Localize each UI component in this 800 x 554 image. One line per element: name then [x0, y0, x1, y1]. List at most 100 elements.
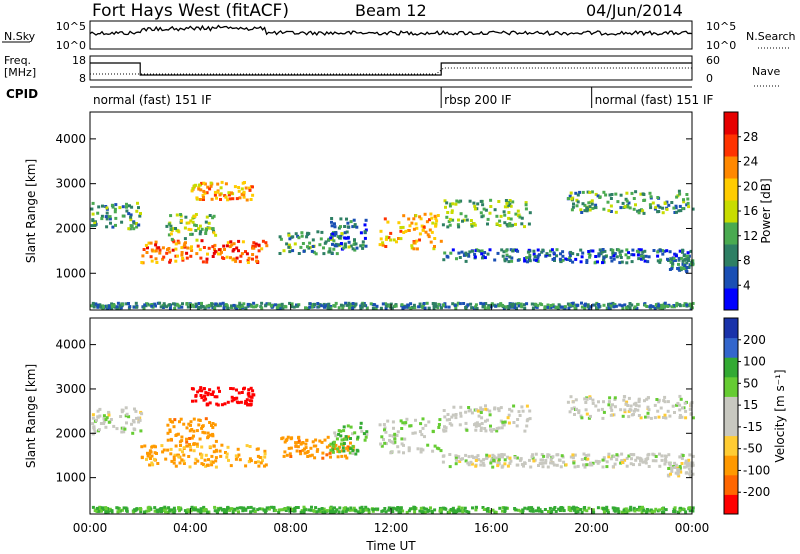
echo-cell [228, 508, 232, 512]
echo-cell [484, 404, 487, 408]
echo-cell [149, 241, 153, 245]
echo-cell [687, 506, 691, 510]
echo-cell [140, 456, 144, 460]
colorbar-band [724, 474, 738, 495]
echo-cell [205, 228, 208, 231]
echo-cell [607, 306, 611, 310]
echo-cell [194, 394, 198, 397]
echo-cell [553, 256, 556, 260]
echo-cell [646, 453, 650, 457]
echo-cell [612, 254, 616, 258]
echo-cell [245, 444, 249, 448]
echo-cell [353, 248, 357, 252]
echo-cell [642, 508, 646, 512]
echo-cell [270, 505, 273, 509]
echo-cell [329, 448, 333, 452]
echo-cell [663, 454, 667, 458]
noise-trace [89, 24, 693, 37]
echo-cell [91, 505, 95, 509]
echo-cell [687, 265, 691, 269]
echo-cell [576, 200, 580, 204]
echo-cell [163, 304, 167, 308]
echo-cell [566, 258, 569, 261]
echo-cell [237, 239, 241, 243]
echo-cell [508, 222, 512, 226]
echo-cell [489, 205, 493, 208]
echo-cell [192, 449, 196, 453]
echo-cell [515, 306, 518, 310]
echo-cell [467, 406, 471, 409]
echo-cell [392, 426, 395, 430]
colorbar-band [724, 200, 738, 223]
colorbar-band [724, 266, 738, 289]
echo-cell [689, 404, 693, 408]
echo-cell [448, 465, 452, 469]
echo-cell [691, 259, 695, 263]
echo-cell [611, 465, 615, 469]
cpid-strip: CPID normal (fast) 151 IF rbsp 200 IF norm… [6, 86, 713, 108]
echo-cell [480, 252, 484, 256]
echo-cell [409, 424, 413, 428]
echo-cell [643, 259, 647, 263]
echo-cell [351, 451, 355, 455]
echo-cell [442, 409, 446, 412]
echo-cell [498, 219, 502, 223]
echo-cell [337, 510, 341, 514]
echo-cell [218, 302, 222, 306]
echo-cell [100, 506, 104, 510]
echo-cell [582, 463, 585, 467]
power-ylabel: Slant Range [km] [24, 159, 38, 263]
echo-cell [482, 207, 486, 211]
echo-cell [150, 454, 154, 458]
echo-cell [666, 305, 670, 308]
echo-cell [676, 401, 680, 405]
echo-cell [434, 217, 438, 221]
echo-cell [675, 195, 679, 199]
echo-cell [202, 463, 206, 467]
echo-cell [233, 185, 237, 189]
echo-cell [344, 509, 348, 513]
echo-cell [524, 203, 528, 207]
echo-cell [635, 456, 639, 460]
echo-cell [678, 414, 682, 417]
echo-cell [361, 240, 365, 244]
echo-cell [218, 389, 221, 393]
echo-cell [251, 257, 254, 261]
echo-cell [282, 249, 286, 253]
echo-cell [296, 506, 300, 509]
echo-cell [99, 422, 103, 425]
echo-cell [204, 417, 208, 421]
freq-label-line1: Freq. [4, 54, 31, 67]
echo-cell [214, 302, 218, 306]
echo-cell [135, 225, 139, 229]
echo-cell [363, 438, 367, 442]
echo-cell [207, 246, 211, 250]
echo-cell [470, 306, 474, 310]
echo-cell [462, 218, 466, 222]
echo-cell [344, 435, 348, 439]
echo-cell [196, 305, 200, 309]
echo-cell [664, 508, 668, 512]
echo-cell [670, 201, 674, 204]
echo-cell [637, 398, 641, 402]
echo-cell [431, 302, 435, 305]
echo-cell [523, 306, 527, 310]
echo-cell [431, 221, 435, 225]
echo-cell [365, 430, 369, 434]
echo-cell [551, 303, 555, 307]
echo-cell [651, 452, 655, 456]
echo-cell [516, 463, 520, 467]
echo-cell [508, 456, 512, 460]
x-tick-label: 04:00 [173, 521, 208, 535]
echo-cell [588, 205, 592, 209]
echo-cell [520, 216, 524, 220]
echo-cell [541, 458, 544, 462]
echo-cell [359, 421, 363, 425]
echo-cell [262, 508, 266, 512]
echo-cell [498, 224, 502, 227]
echo-cell [194, 399, 198, 403]
echo-cell [326, 303, 330, 307]
echo-cell [479, 211, 483, 215]
echo-cell [685, 471, 689, 475]
